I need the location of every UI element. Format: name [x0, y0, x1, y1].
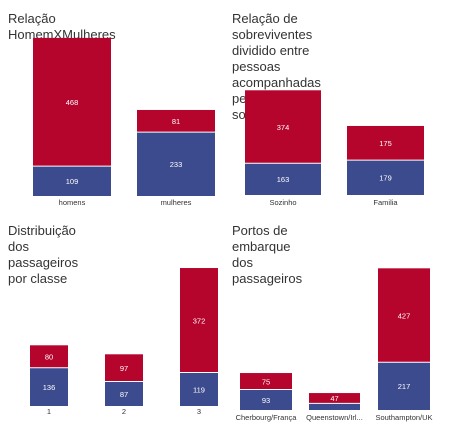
bar-died-0-1 [137, 109, 215, 133]
category-label: Familia [373, 198, 398, 207]
data-label-survived: 233 [170, 160, 183, 169]
bar-died-2-1 [105, 354, 143, 382]
bar-survived-2-0 [30, 367, 68, 406]
bar-died-3-0 [240, 373, 292, 390]
category-label: Sozinho [269, 198, 296, 207]
chart-title-class: Distribuição dos passageiros por classe [8, 223, 79, 286]
bar-survived-3-2 [378, 362, 430, 410]
bar-survived-3-0 [240, 389, 292, 410]
data-label-died: 80 [45, 353, 53, 362]
bar-died-2-0 [30, 345, 68, 368]
chart-family: 163 374 Sozinho 179 175 Familia [245, 90, 424, 207]
bar-died-0-0 [33, 37, 111, 167]
bar-died-1-0 [245, 90, 321, 164]
data-label-survived: 93 [262, 396, 270, 405]
data-label-died: 427 [398, 311, 411, 320]
bar-died-3-2 [378, 268, 430, 363]
data-label-died: 97 [120, 364, 128, 373]
bar-survived-2-1 [105, 381, 143, 406]
data-label-died: 75 [262, 377, 270, 386]
bar-survived-0-1 [137, 132, 215, 196]
chart-sex: 109 468 homens 233 81 mulheres [33, 37, 215, 207]
data-label-died: 468 [66, 98, 79, 107]
bar-survived-0-0 [33, 166, 111, 196]
data-label-died: 47 [330, 394, 338, 403]
data-label-survived: 109 [66, 177, 79, 186]
data-label-died: 374 [277, 123, 290, 132]
data-label-survived: 179 [379, 174, 392, 183]
data-label-survived: 136 [43, 383, 56, 392]
bar-survived-3-1 [309, 403, 360, 410]
category-label: homens [59, 198, 86, 207]
bar-died-2-2 [180, 268, 218, 373]
bar-survived-1-1 [347, 160, 424, 195]
category-label: 1 [47, 407, 51, 416]
category-label: Queenstown/Irl... [306, 413, 363, 422]
data-label-survived: 87 [120, 390, 128, 399]
category-label: Cherbourg/França [236, 413, 298, 422]
bar-died-1-1 [347, 125, 424, 161]
data-label-died: 372 [193, 316, 206, 325]
category-label: 2 [122, 407, 126, 416]
category-label: Southampton/UK [375, 413, 432, 422]
data-label-survived: 217 [398, 382, 411, 391]
data-label-survived: 163 [277, 175, 290, 184]
category-label: mulheres [161, 198, 192, 207]
bar-died-3-1 [309, 393, 360, 404]
data-label-died: 175 [379, 139, 392, 148]
chart-class: 136 80 1 87 97 2 119 372 3 [30, 268, 218, 416]
data-label-survived: 119 [193, 385, 205, 394]
bar-survived-1-0 [245, 163, 321, 195]
category-label: 3 [197, 407, 201, 416]
bar-survived-2-2 [180, 372, 218, 406]
data-label-died: 81 [172, 117, 180, 126]
chart-title-port: Portos de embarque dos passageiros [232, 223, 303, 286]
